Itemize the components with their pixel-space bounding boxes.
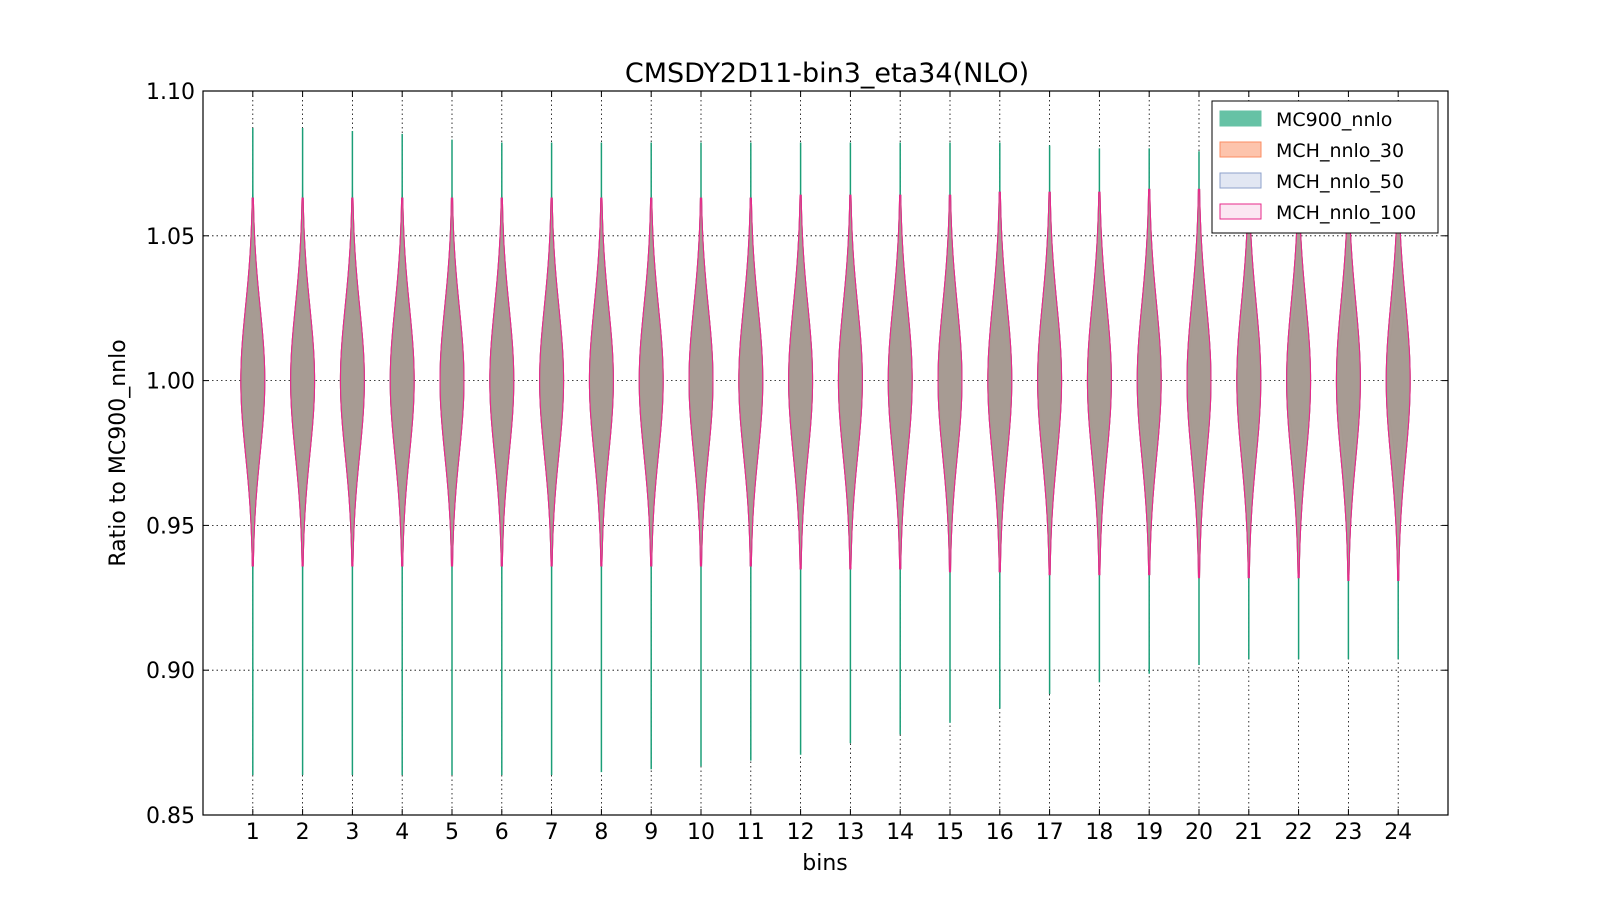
- legend-swatch-mch50: [1219, 172, 1262, 189]
- y-axis-label: Ratio to MC900_nnlo: [106, 339, 131, 566]
- x-tick-label: 12: [787, 820, 815, 845]
- x-tick-label: 15: [936, 820, 964, 845]
- x-tick-label: 1: [246, 820, 260, 845]
- legend-label-mch30: MCH_nnlo_30: [1276, 140, 1404, 162]
- x-tick-label: 22: [1285, 820, 1313, 845]
- x-tick-label: 7: [545, 820, 559, 845]
- legend-swatch-mc900: [1219, 110, 1262, 127]
- violin-MCH_nnlo_100-bin-16: [987, 191, 1013, 573]
- violin-MCH_nnlo_100-bin-4: [389, 197, 415, 567]
- violin-MCH_nnlo_100-bin-3: [339, 197, 365, 567]
- legend-swatch-mch30: [1219, 141, 1262, 158]
- x-tick-label: 13: [836, 820, 864, 845]
- x-axis-label: bins: [802, 851, 847, 876]
- violin-MCH_nnlo_100-bin-15: [937, 194, 963, 573]
- plot-frame: [202, 90, 1449, 816]
- x-tick-label: 8: [594, 820, 608, 845]
- x-tick-label: 5: [445, 820, 459, 845]
- y-tick-label: 1.10: [146, 80, 195, 105]
- violin-MCH_nnlo_100-bin-20: [1186, 188, 1212, 579]
- violin-MCH_nnlo_100-bin-17: [1037, 191, 1063, 576]
- violin-MCH_nnlo_100-bin-7: [539, 197, 565, 567]
- x-tick-label: 24: [1384, 820, 1412, 845]
- x-tick-label: 4: [395, 820, 409, 845]
- x-tick-label: 19: [1135, 820, 1163, 845]
- violin-MCH_nnlo_100-bin-19: [1136, 188, 1162, 576]
- y-tick-label: 1.00: [146, 370, 195, 395]
- x-tick-label: 3: [345, 820, 359, 845]
- legend-label-mc900: MC900_nnlo: [1276, 109, 1392, 131]
- x-tick-label: 21: [1235, 820, 1263, 845]
- violin-MCH_nnlo_100-bin-6: [489, 197, 515, 567]
- x-tick-label: 20: [1185, 820, 1213, 845]
- x-tick-label: 6: [495, 820, 509, 845]
- violin-MCH_nnlo_100-bin-2: [290, 197, 316, 567]
- y-tick-label: 0.90: [146, 659, 195, 684]
- violin-MCH_nnlo_100-bin-1: [240, 197, 266, 567]
- violin-MCH_nnlo_100-bin-10: [688, 197, 714, 567]
- violin-MCH_nnlo_100-bin-9: [638, 197, 664, 567]
- legend-label-mch100: MCH_nnlo_100: [1276, 202, 1416, 224]
- tick-layer: 0.850.900.951.001.051.101 2 3 4 5 6 7 8 9 10 11 12 1…: [146, 80, 1448, 845]
- x-tick-label: 2: [296, 820, 310, 845]
- x-tick-label: 10: [687, 820, 715, 845]
- legend-swatch-mch100: [1219, 203, 1262, 220]
- legend-label-mch50: MCH_nnlo_50: [1276, 171, 1404, 193]
- violin-MCH_nnlo_100-bin-18: [1086, 191, 1112, 576]
- violin-series-MCH_nnlo_100: [240, 186, 1411, 581]
- legend: MC900_nnlo MCH_nnlo_30 MCH_nnlo_50 MCH_n…: [1211, 100, 1439, 234]
- x-tick-label: 18: [1085, 820, 1113, 845]
- violin-MCH_nnlo_100-bin-11: [738, 197, 764, 567]
- violin-MCH_nnlo_100-bin-8: [588, 197, 614, 567]
- x-tick-label: 23: [1334, 820, 1362, 845]
- violin-MCH_nnlo_100-bin-13: [837, 194, 863, 570]
- violin-MCH_nnlo_100-bin-5: [439, 197, 465, 567]
- x-tick-label: 9: [644, 820, 658, 845]
- x-tick-label: 11: [737, 820, 765, 845]
- violin-MCH_nnlo_100-bin-12: [788, 194, 814, 570]
- x-tick-label: 17: [1036, 820, 1064, 845]
- y-tick-label: 1.05: [146, 225, 195, 250]
- y-tick-label: 0.85: [146, 804, 195, 829]
- violin-layer: [240, 128, 1411, 776]
- x-tick-label: 16: [986, 820, 1014, 845]
- violin-MCH_nnlo_100-bin-14: [887, 194, 913, 570]
- chart-title: CMSDY2D11-bin3_eta34(NLO): [625, 58, 1029, 89]
- x-tick-label: 14: [886, 820, 914, 845]
- y-tick-label: 0.95: [146, 514, 195, 539]
